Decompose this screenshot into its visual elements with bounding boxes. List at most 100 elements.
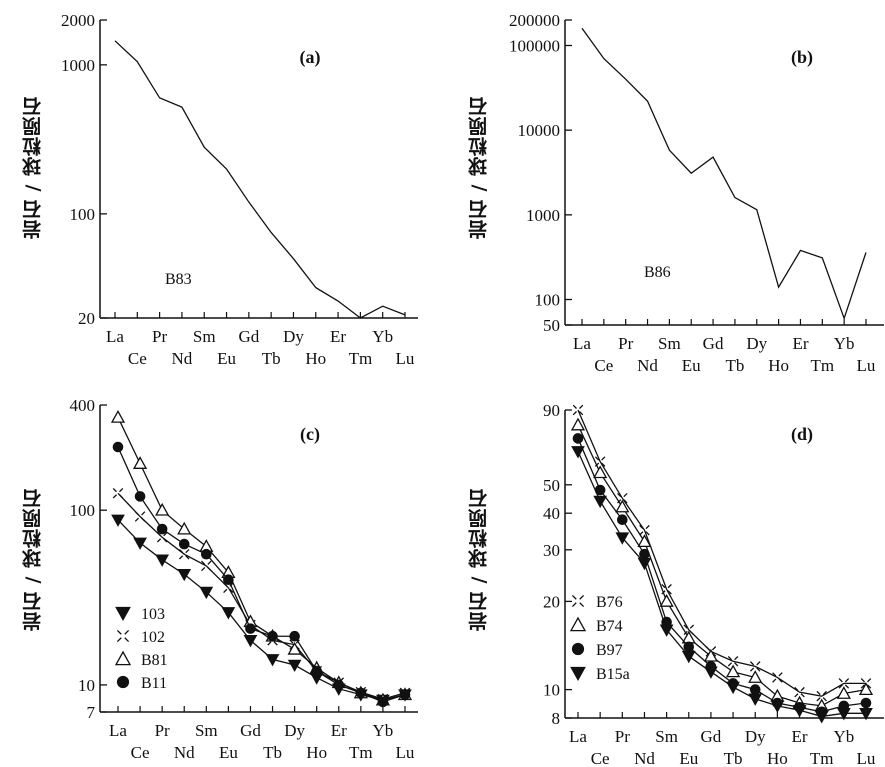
x-tick-label-d: Yb [833, 727, 854, 746]
data-point-c-B11 [267, 630, 278, 642]
legend-label-d: B97 [596, 642, 623, 659]
data-point-c-102 [223, 582, 234, 593]
data-point-c-B11 [178, 538, 190, 550]
legend-marker-d [570, 666, 586, 682]
data-point-d-B74 [836, 686, 851, 699]
data-point-d-B15a [593, 495, 608, 509]
data-point-d-B76 [683, 624, 695, 636]
y-tick-label-c: 10 [78, 676, 95, 695]
panel-b: 50 100 1000 10000 100000 200000 La Pr Sm Gd Dy Er Yb… [509, 11, 884, 375]
y-tick-label-d: 8 [552, 709, 561, 728]
data-point-d-B15a [836, 708, 851, 721]
data-point-d-B15a [704, 666, 718, 679]
sample-label-b: B86 [644, 264, 671, 281]
x-tick-label-a: Eu [217, 349, 236, 368]
x-tick-label-a: Ho [305, 349, 326, 368]
x-tick-label-d: Tb [724, 749, 743, 767]
ylabel-d: 岩石 / 球粒陨石 [467, 488, 490, 632]
data-point-d-B15a [659, 624, 674, 637]
data-point-d-B76 [860, 678, 872, 689]
chart-title-b: (b) [791, 47, 813, 68]
x-tick-label-a: Nd [172, 349, 193, 368]
x-tick-label-c: Gd [240, 721, 261, 740]
data-point-d-B97 [639, 548, 650, 560]
y-tick-label-a: 100 [70, 205, 96, 224]
y-tick-label-d: 40 [543, 504, 560, 523]
y-tick-label-d: 20 [543, 592, 560, 611]
data-point-d-B74 [858, 682, 874, 696]
x-tick-label-b: Tm [811, 356, 835, 375]
ylabel-b: 岩石 / 球粒陨石 [467, 96, 490, 240]
data-point-c-B81 [287, 641, 302, 655]
legend-marker-c [116, 629, 130, 643]
x-tick-label-c: Nd [174, 743, 195, 762]
y-tick-label-a: 2000 [61, 11, 95, 30]
x-tick-label-a: Pr [152, 327, 167, 346]
data-point-c-102 [112, 488, 124, 499]
data-point-d-B15a [770, 700, 785, 713]
panel-d: 8 10 20 30 40 50 90 La Pr Sm Gd Dy Er Yb Ce Nd Eu Tb Ho Tm L… [543, 401, 884, 767]
data-point-c-102 [201, 560, 212, 572]
x-tick-label-d: Sm [655, 727, 678, 746]
x-tick-label-c: Ho [306, 743, 327, 762]
x-tick-label-d: Pr [615, 727, 630, 746]
y-tick-label-d: 50 [543, 476, 560, 495]
x-tick-label-d: Eu [679, 749, 698, 767]
x-tick-label-a: Tm [349, 349, 373, 368]
series-line-b-0 [581, 27, 867, 321]
data-point-d-B15a [571, 446, 585, 459]
y-tick-label-d: 10 [543, 681, 560, 700]
data-point-d-B15a [859, 708, 873, 721]
data-point-d-B76 [594, 456, 606, 467]
data-point-c-B81 [110, 409, 126, 423]
data-point-c-103 [265, 654, 280, 667]
x-tick-label-c: Eu [219, 743, 238, 762]
data-point-c-103 [199, 586, 214, 600]
data-point-c-B81 [177, 521, 192, 535]
y-tick-label-b: 100 [535, 291, 561, 310]
data-point-d-B15a [637, 557, 652, 571]
x-tick-label-b: Ho [768, 356, 789, 375]
x-tick-label-d: Er [792, 727, 808, 746]
y-tick-label-d: 90 [543, 401, 560, 420]
data-point-d-B74 [593, 465, 608, 479]
data-point-d-B97 [749, 684, 761, 695]
x-tick-label-b: Yb [834, 334, 855, 353]
data-point-c-102 [156, 532, 168, 543]
series-line-d-B76 [577, 409, 866, 697]
data-point-d-B76 [727, 655, 739, 667]
data-point-c-B11 [311, 665, 322, 677]
data-point-d-B15a [748, 693, 763, 706]
x-tick-label-b: Pr [618, 334, 633, 353]
data-point-c-103 [287, 659, 302, 673]
ylabel-a: 岩石 / 球粒陨石 [21, 96, 44, 240]
y-tick-label-b: 200000 [509, 11, 560, 30]
y-tick-label-b: 1000 [526, 206, 560, 225]
legend-label-c: B11 [141, 675, 167, 692]
x-tick-label-c: Dy [284, 721, 305, 740]
y-tick-label-a: 20 [78, 309, 95, 328]
data-point-c-B11 [377, 696, 389, 708]
data-point-d-B74 [615, 499, 630, 513]
series-line-d-B74 [577, 424, 867, 707]
data-point-c-103 [243, 635, 258, 648]
data-point-d-B74 [570, 417, 586, 431]
x-tick-label-c: Tb [263, 743, 282, 762]
x-tick-label-d: La [569, 727, 587, 746]
data-point-c-B11 [201, 548, 212, 560]
data-point-d-B76 [639, 524, 650, 536]
x-tick-label-b: La [573, 334, 591, 353]
x-tick-label-c: Ce [131, 743, 150, 762]
legend-label-d: B74 [596, 618, 623, 635]
sample-label-a: B83 [165, 271, 192, 288]
data-point-d-B76 [661, 584, 672, 595]
data-point-d-B97 [860, 697, 872, 709]
data-point-d-B76 [816, 690, 827, 702]
legend-marker-d [571, 594, 585, 608]
data-point-c-103 [133, 537, 147, 550]
x-tick-label-a: Sm [193, 327, 216, 346]
panel-c: 7 10 100 400 La Pr Sm Gd Dy Er Yb Ce Nd Eu Tb Ho Tm Lu (c)… [70, 396, 418, 762]
x-tick-label-d: Tm [810, 749, 834, 767]
data-point-d-B97 [572, 433, 584, 444]
